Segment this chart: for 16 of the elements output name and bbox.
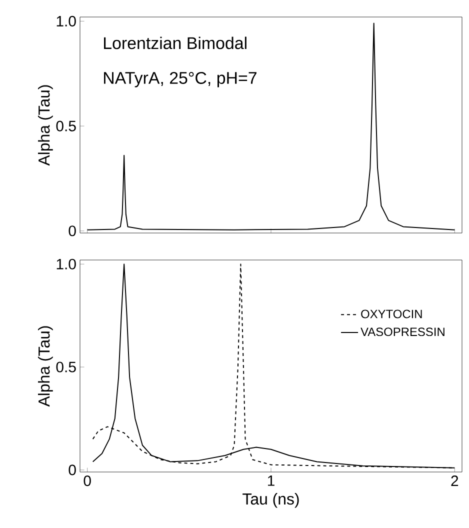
y-tick-label: 1.0 <box>56 258 76 270</box>
x-tick-label: 1 <box>268 476 274 486</box>
x-tick-label: 2 <box>451 476 458 486</box>
y-tick-label: 0 <box>68 464 76 476</box>
x-axis-title: Tau (ns) <box>242 492 299 508</box>
y-axis-title: Alpha (Tau) <box>38 326 53 407</box>
legend-label: VASOPRESSIN <box>360 328 444 336</box>
y-tick-label: 0.5 <box>56 362 76 372</box>
y-tick-label: 0.5 <box>56 120 76 132</box>
y-tick-label: 0 <box>68 226 76 236</box>
x-tick-label: 0 <box>84 476 91 486</box>
y-axis-title: Alpha (Tau) <box>38 85 53 166</box>
legend-label: OXYTOCIN <box>361 310 422 318</box>
y-tick-label: 1.0 <box>56 16 76 26</box>
annotation: Lorentzian Bimodal <box>104 36 246 50</box>
annotation: NATyrA, 25°C, pH=7 <box>104 72 256 88</box>
